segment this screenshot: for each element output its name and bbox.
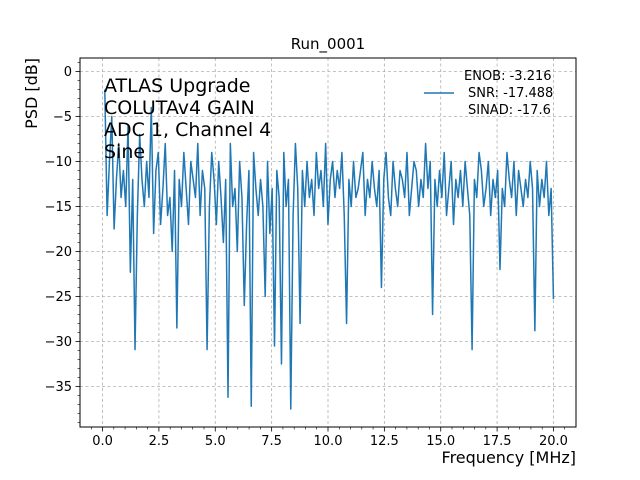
annotation-line: ATLAS Upgrade xyxy=(104,75,250,97)
x-tick-label: 12.5 xyxy=(370,434,399,449)
legend: ENOB: -3.216 SNR: -17.488 SINAD: -17.6 xyxy=(424,69,553,118)
y-tick-label: −5 xyxy=(53,110,72,125)
legend-text-enob: ENOB: -3.216 xyxy=(464,69,552,84)
y-tick-label: −20 xyxy=(45,245,72,260)
x-tick-label: 20.0 xyxy=(539,434,568,449)
y-tick-label: −35 xyxy=(45,380,72,395)
annotation-line: Sine xyxy=(104,141,145,163)
x-tick-label: 7.5 xyxy=(261,434,282,449)
series-layer xyxy=(104,89,555,410)
legend-text-snr: SNR: -17.488 xyxy=(468,86,553,101)
x-tick-label: 0.0 xyxy=(92,434,113,449)
series-line-psd xyxy=(104,89,555,410)
y-tick-label: −30 xyxy=(45,335,72,350)
y-tick-label: −10 xyxy=(45,155,72,170)
gridlines xyxy=(80,58,576,427)
x-tick-label: 5.0 xyxy=(205,434,226,449)
annotation-line: COLUTAv4 GAIN xyxy=(104,97,255,119)
y-tick-label: −25 xyxy=(45,290,72,305)
chart-annotation: ATLAS Upgrade COLUTAv4 GAIN ADC 1, Chann… xyxy=(104,75,271,163)
legend-text-sinad: SINAD: -17.6 xyxy=(468,103,551,118)
x-axis-title: Frequency [MHz] xyxy=(442,448,576,467)
x-tick-label: 2.5 xyxy=(149,434,170,449)
x-tick-label: 10.0 xyxy=(314,434,343,449)
y-tick-label: −15 xyxy=(45,200,72,215)
y-tick-label: 0 xyxy=(64,65,72,80)
y-axis-title: PSD [dB] xyxy=(22,58,41,129)
chart-title: Run_0001 xyxy=(291,35,365,54)
x-tick-label: 15.0 xyxy=(426,434,455,449)
annotation-line: ADC 1, Channel 4 xyxy=(104,119,271,141)
x-tick-label: 17.5 xyxy=(483,434,512,449)
ticks: 0.0 2.5 5.0 7.5 10.0 12.5 15.0 17.5 20.0 0 −5 −10 −1… xyxy=(45,62,568,449)
